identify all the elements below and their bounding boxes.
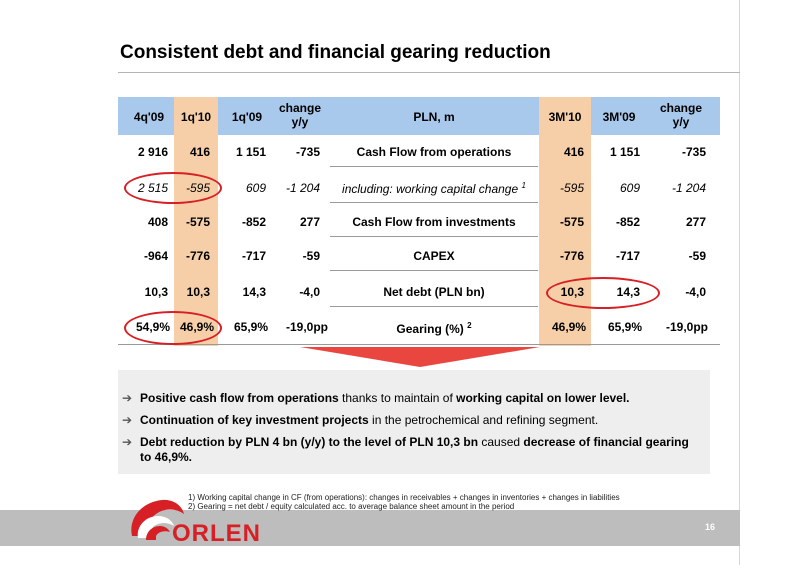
header-change-yy: change y/y [272,101,328,129]
table-cell: 14,3 [242,285,266,299]
table-header-bar [118,97,720,135]
footer-bar [0,510,740,546]
page-number: 16 [705,522,716,532]
table-cell: 408 [147,215,168,229]
highlight-ellipse-net-debt [546,277,660,309]
header-change-line2: y/y [291,115,309,129]
table-cell: -852 [241,215,266,229]
table-cell: 1 151 [609,145,640,159]
footnote-marker: 1 [521,181,526,190]
highlight-ellipse-working-capital [124,172,222,204]
row-divider [330,166,538,167]
header-1q10: 1q'10 [180,110,212,124]
brand-wordmark: ORLEN [172,520,261,547]
footnote-marker: 2 [467,321,472,330]
table-cell: 1 151 [235,145,266,159]
table-cell: 277 [299,215,320,229]
header-change2-yy: change y/y [650,101,712,129]
arrow-right-icon: ➔ [122,391,133,405]
row-divider [330,236,538,237]
header-4q09: 4q'09 [133,110,165,124]
arrow-right-icon: ➔ [122,435,133,449]
bullet-item: ➔ Debt reduction by PLN 4 bn (y/y) to th… [122,435,700,465]
row-divider [330,306,538,307]
table-cell: 65,9% [233,320,268,334]
table-cell: -1 204 [671,181,706,195]
row-label: Cash Flow from operations [356,145,512,159]
bullet-bold: decrease of financial gearing to 46,9%. [140,435,689,464]
bullet-text: caused [478,435,524,449]
table-cell: -964 [143,249,168,263]
table-cell: 416 [563,145,584,159]
header-change2-line2: y/y [672,115,690,129]
summary-box [118,370,710,474]
row-label: Net debt (PLN bn) [383,285,485,299]
header-change-line1: change [278,101,321,115]
row-divider [330,270,538,271]
table-cell: 65,9% [607,320,642,334]
table-cell: -852 [615,215,640,229]
table-cell: -4,0 [299,285,320,299]
table-cell: -19,0pp [285,320,328,334]
table-bottom-rule [118,344,720,345]
table-cell: -59 [302,249,320,263]
title-underline [118,72,740,73]
arrow-right-icon: ➔ [122,413,133,427]
table-cell: -575 [559,215,584,229]
table-cell: -776 [185,249,210,263]
header-3m09: 3M'09 [602,110,636,124]
highlight-column-1q10 [174,97,218,346]
header-3m10: 3M'10 [548,110,582,124]
header-unit: PLN, m [413,110,455,124]
table-cell: 10,3 [186,285,210,299]
bullet-item: ➔ Continuation of key investment project… [122,413,700,428]
table-cell: -776 [559,249,584,263]
row-divider [330,202,538,203]
right-margin-rule [739,0,740,565]
row-label: CAPEX [413,249,455,263]
bullet-bold: Positive cash flow from operations [140,391,339,405]
bullet-bold: Continuation of key investment projects [140,413,369,427]
table-cell: 277 [685,215,706,229]
table-cell: -19,0pp [665,320,708,334]
footnote-2: 2) Gearing = net debt / equity calculate… [188,502,515,511]
row-label: Cash Flow from investments [352,215,516,229]
table-cell: -1 204 [285,181,320,195]
bullet-text: in the petrochemical and refining segmen… [368,413,599,427]
bullet-text: thanks to maintain of [338,391,457,405]
bullet-item: ➔ Positive cash flow from operations tha… [122,391,700,406]
orlen-eagle-logo [131,499,184,540]
down-chevron-icon [300,347,540,367]
table-cell: -595 [559,181,584,195]
table-cell: -59 [688,249,706,263]
footnote-1: 1) Working capital change in CF (from op… [188,493,620,502]
table-cell: -717 [241,249,266,263]
table-cell: 609 [619,181,640,195]
table-cell: 10,3 [144,285,168,299]
bullet-bold: Debt reduction by PLN 4 bn (y/y) to the … [140,435,479,449]
row-label: including: working capital change [342,182,519,196]
highlight-ellipse-gearing [124,311,222,345]
bullet-bold: working capital on lower level. [456,391,630,405]
header-1q09: 1q'09 [231,110,263,124]
header-change2-line1: change [659,101,702,115]
table-cell: 2 916 [137,145,168,159]
table-cell: -575 [185,215,210,229]
row-label-working-capital: including: working capital change 1 [330,181,538,196]
table-cell: 46,9% [551,320,586,334]
row-label: Gearing (%) [396,322,464,336]
table-cell: 609 [245,181,266,195]
table-cell: -735 [681,145,706,159]
row-label-gearing: Gearing (%) 2 [330,321,538,336]
table-cell: -735 [295,145,320,159]
table-cell: -4,0 [685,285,706,299]
table-cell: 416 [189,145,210,159]
table-cell: -717 [615,249,640,263]
footnotes: 1) Working capital change in CF (from op… [188,493,620,511]
page-title: Consistent debt and financial gearing re… [120,42,551,63]
